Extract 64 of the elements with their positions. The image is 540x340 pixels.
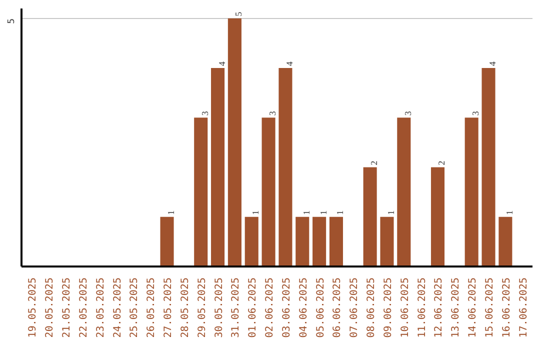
bar bbox=[211, 68, 225, 266]
x-tick-label: 17.06.2025 bbox=[518, 277, 530, 338]
bar bbox=[244, 216, 258, 266]
data-label: 1 bbox=[386, 210, 396, 215]
x-tick-label: 30.05.2025 bbox=[214, 277, 225, 338]
x-tick-label: 20.05.2025 bbox=[44, 277, 56, 338]
x-tick-label: 28.05.2025 bbox=[180, 277, 191, 338]
bar bbox=[430, 167, 445, 266]
bar bbox=[194, 118, 208, 266]
bar bbox=[329, 216, 343, 266]
x-tick-label: 16.06.2025 bbox=[501, 277, 512, 338]
x-tick-label: 19.05.2025 bbox=[28, 277, 39, 338]
data-label: 4 bbox=[284, 61, 294, 66]
data-label: 1 bbox=[318, 210, 328, 215]
x-tick-label: 10.06.2025 bbox=[400, 277, 411, 338]
bar bbox=[228, 18, 242, 266]
x-tick-label: 29.05.2025 bbox=[196, 277, 208, 338]
bar bbox=[312, 216, 326, 266]
data-label: 3 bbox=[470, 110, 481, 116]
bar bbox=[482, 68, 496, 266]
x-tick-label: 08.06.2025 bbox=[366, 277, 378, 338]
data-label: 1 bbox=[504, 210, 514, 215]
data-label: 1 bbox=[301, 210, 312, 215]
data-label: 3 bbox=[268, 110, 278, 116]
x-tick-label: 22.05.2025 bbox=[78, 277, 90, 338]
x-tick-label: 14.06.2025 bbox=[468, 277, 479, 338]
x-tick-label: 24.05.2025 bbox=[112, 277, 124, 338]
data-label: 2 bbox=[436, 160, 447, 166]
data-label: 3 bbox=[402, 110, 413, 116]
x-tick-label: 07.06.2025 bbox=[349, 277, 360, 338]
x-tick-label: 15.06.2025 bbox=[484, 277, 496, 338]
data-label: 5 bbox=[234, 11, 244, 16]
x-tick-label: 01.06.2025 bbox=[248, 277, 259, 338]
bar bbox=[464, 118, 478, 266]
data-label: 3 bbox=[200, 110, 210, 116]
bar bbox=[278, 68, 292, 266]
x-tick-label: 21.05.2025 bbox=[61, 277, 72, 338]
bar bbox=[262, 118, 276, 266]
x-tick-label: 27.05.2025 bbox=[163, 277, 174, 338]
x-tick-label: 02.06.2025 bbox=[264, 277, 276, 338]
data-label: 1 bbox=[166, 210, 176, 215]
bar bbox=[380, 216, 394, 266]
x-tick-label: 05.06.2025 bbox=[315, 277, 326, 338]
data-label: 4 bbox=[488, 61, 498, 66]
x-tick-label: 13.06.2025 bbox=[450, 277, 462, 338]
x-tick-label: 23.05.2025 bbox=[95, 277, 106, 338]
bar bbox=[296, 216, 310, 266]
x-tick-label: 12.06.2025 bbox=[434, 277, 445, 338]
bar bbox=[498, 216, 512, 266]
x-tick-label: 11.06.2025 bbox=[416, 277, 428, 338]
bar bbox=[397, 118, 411, 266]
bar bbox=[363, 167, 377, 266]
data-label: 4 bbox=[216, 61, 227, 66]
x-tick-label: 03.06.2025 bbox=[281, 277, 292, 338]
x-tick-label: 06.06.2025 bbox=[332, 277, 344, 338]
bar bbox=[160, 216, 174, 266]
data-label: 1 bbox=[335, 210, 346, 215]
x-tick-label: 04.06.2025 bbox=[298, 277, 310, 338]
x-tick-label: 25.05.2025 bbox=[129, 277, 140, 338]
x-tick-label: 31.05.2025 bbox=[230, 277, 242, 338]
x-tick-label: 09.06.2025 bbox=[382, 277, 394, 338]
data-label: 1 bbox=[250, 210, 261, 215]
x-tick-label: 26.05.2025 bbox=[146, 277, 158, 338]
data-label: 2 bbox=[369, 160, 380, 166]
